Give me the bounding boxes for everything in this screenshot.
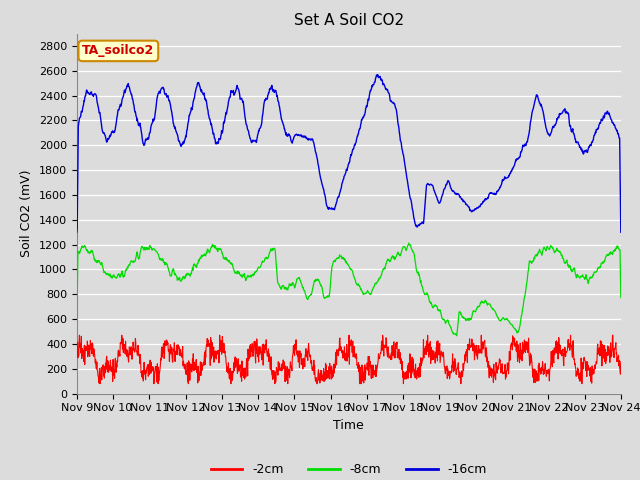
Legend: -2cm, -8cm, -16cm: -2cm, -8cm, -16cm [205,458,492,480]
Text: TA_soilco2: TA_soilco2 [82,44,154,58]
X-axis label: Time: Time [333,419,364,432]
Y-axis label: Soil CO2 (mV): Soil CO2 (mV) [20,170,33,257]
Title: Set A Soil CO2: Set A Soil CO2 [294,13,404,28]
